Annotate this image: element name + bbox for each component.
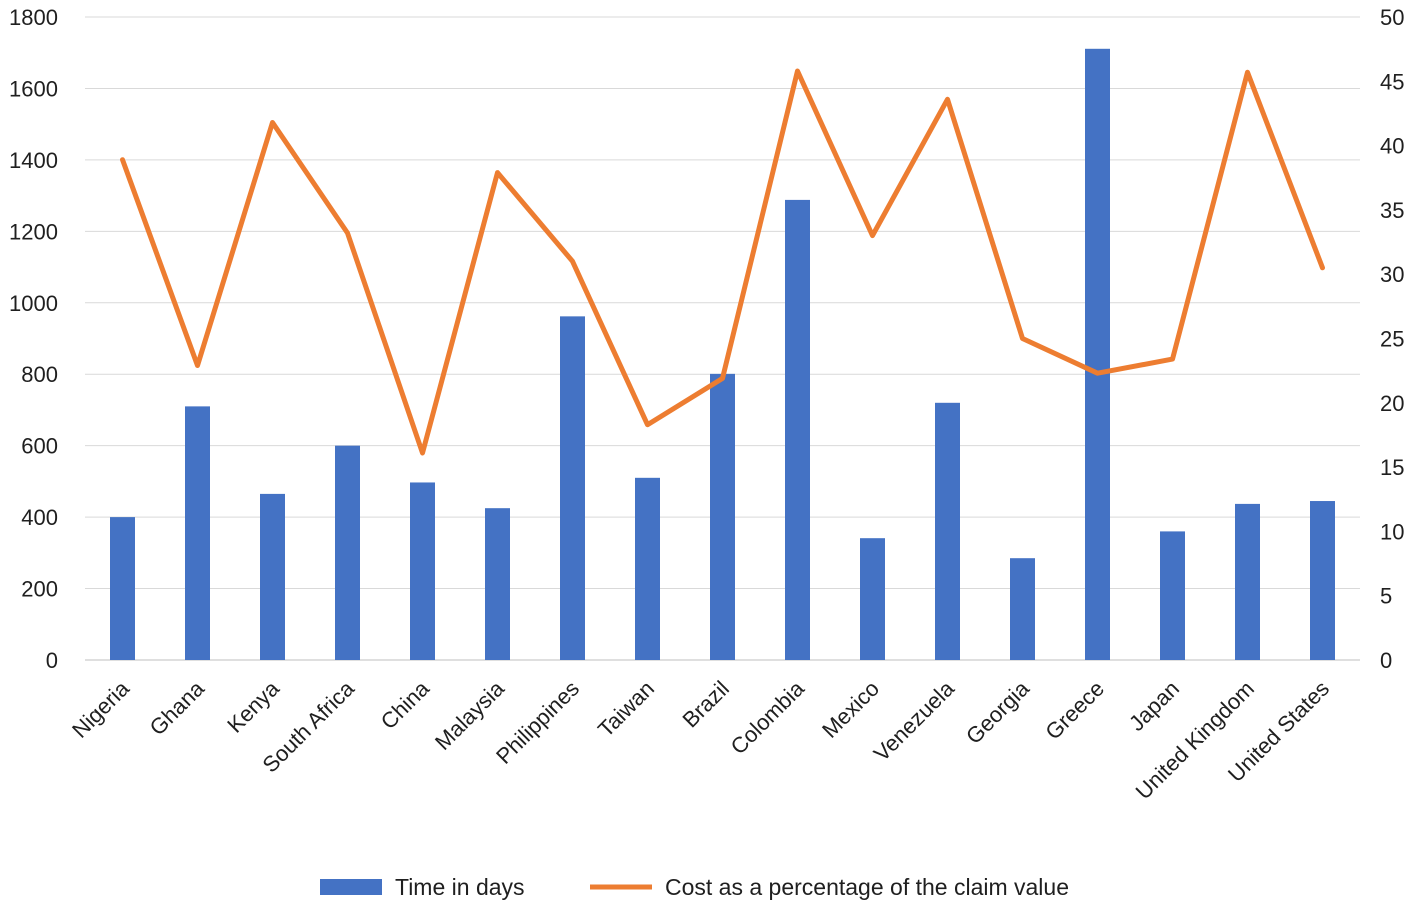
category-label: Malaysia [430, 675, 510, 755]
bar [1310, 501, 1335, 660]
right-y-tick-label: 10 [1380, 519, 1404, 544]
bar [785, 199, 810, 661]
line-point [872, 235, 873, 237]
bar [485, 508, 510, 660]
line-point [797, 70, 798, 72]
bar [1160, 531, 1185, 660]
line-point [1022, 338, 1023, 339]
left-y-tick-label: 0 [46, 648, 58, 673]
legend-label-cost: Cost as a percentage of the claim value [665, 874, 1069, 900]
left-y-axis: 0 200 400 600 800 1000 1200 1400 1600 1800 [9, 5, 58, 673]
right-y-tick-label: 35 [1380, 198, 1404, 223]
line-point [272, 121, 273, 123]
bar [860, 538, 885, 660]
bar-series-time-in-days [110, 48, 1335, 661]
bar [185, 406, 210, 660]
category-label: Greece [1040, 676, 1109, 745]
category-label: Taiwan [593, 676, 659, 742]
left-y-tick-label: 400 [21, 505, 58, 530]
bar [1085, 48, 1110, 660]
bar [410, 482, 435, 660]
left-y-tick-label: 1400 [9, 148, 58, 173]
bar [1010, 558, 1035, 660]
right-y-axis: 0 5 10 15 20 25 30 35 40 45 50 [1380, 5, 1404, 673]
bar [635, 477, 660, 660]
category-label: Brazil [677, 676, 734, 733]
left-y-tick-label: 800 [21, 362, 58, 387]
bar [710, 373, 735, 660]
left-y-tick-label: 1800 [9, 5, 58, 30]
line-point [722, 377, 723, 379]
left-y-tick-label: 1000 [9, 291, 58, 316]
right-y-tick-label: 30 [1380, 262, 1404, 287]
line-series-cost-percentage [120, 68, 1325, 456]
line-point [1322, 267, 1323, 269]
category-label: Venezuela [869, 675, 960, 766]
right-y-tick-label: 20 [1380, 391, 1404, 416]
left-y-tick-label: 1600 [9, 76, 58, 101]
line-point [497, 172, 498, 174]
left-y-tick-label: 600 [21, 434, 58, 459]
bar [935, 402, 960, 660]
line-point [1247, 71, 1248, 73]
category-label: Colombia [726, 675, 810, 759]
right-y-tick-label: 50 [1380, 5, 1404, 30]
bar [560, 316, 585, 660]
legend-swatch-time-in-days [320, 879, 382, 895]
right-y-tick-label: 45 [1380, 69, 1404, 94]
legend-label-time-in-days: Time in days [395, 874, 525, 900]
bar [110, 517, 135, 660]
bar [1235, 503, 1260, 660]
bar [335, 445, 360, 660]
line-point [197, 365, 198, 367]
line-point [422, 452, 423, 454]
category-label: Mexico [817, 676, 884, 743]
legend: Time in days Cost as a percentage of the… [320, 874, 1069, 900]
line-point [122, 159, 123, 161]
line-point [947, 98, 948, 100]
right-y-tick-label: 15 [1380, 455, 1404, 480]
left-y-tick-label: 200 [21, 577, 58, 602]
right-y-tick-label: 40 [1380, 134, 1404, 159]
line-point [347, 232, 348, 234]
line-point [572, 260, 573, 262]
category-label: Nigeria [67, 675, 135, 743]
line-point [1097, 372, 1098, 374]
category-label: Georgia [961, 675, 1035, 749]
line-point [1172, 358, 1173, 360]
category-label: Kenya [222, 675, 284, 737]
left-y-tick-label: 1200 [9, 219, 58, 244]
right-y-tick-label: 5 [1380, 584, 1392, 609]
category-label: Japan [1124, 676, 1184, 736]
right-y-tick-label: 25 [1380, 327, 1404, 352]
right-y-tick-label: 0 [1380, 648, 1392, 673]
bar [260, 493, 285, 660]
category-label: China [376, 675, 435, 734]
line-point [647, 424, 648, 426]
category-label: Ghana [145, 675, 210, 740]
